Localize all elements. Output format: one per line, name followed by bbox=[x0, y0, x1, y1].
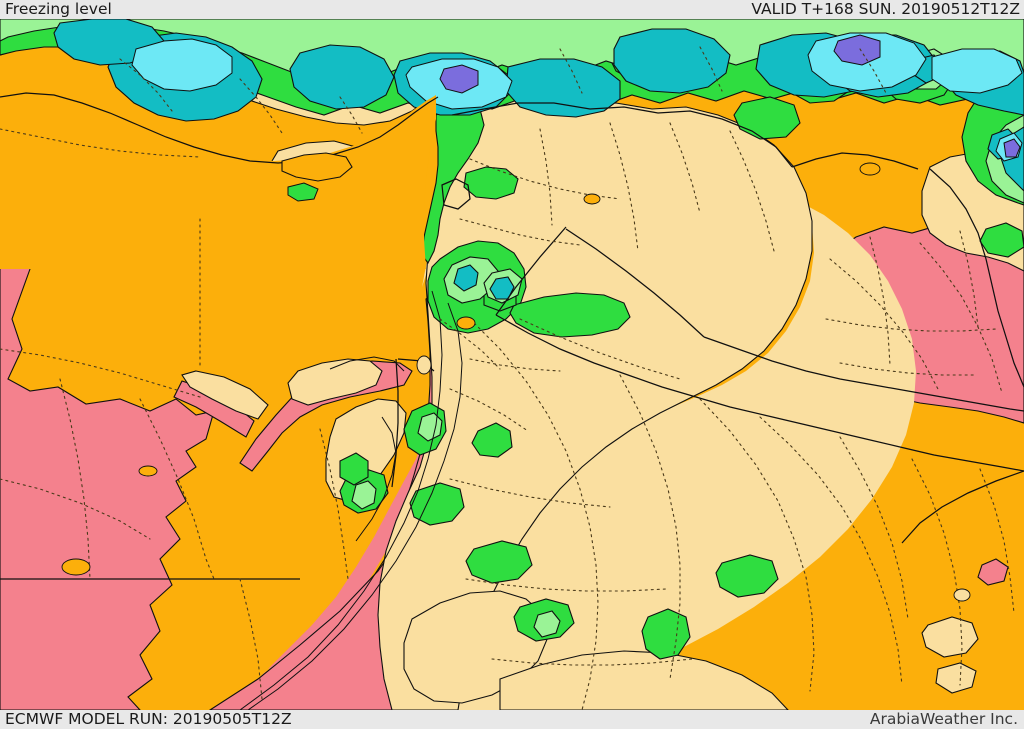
model-run-label: ECMWF MODEL RUN: 20190505T12Z bbox=[5, 710, 292, 728]
contour-map-svg bbox=[0, 19, 1024, 710]
map-footer-bar: ECMWF MODEL RUN: 20190505T12Z ArabiaWeat… bbox=[0, 710, 1024, 729]
sea-outline-group bbox=[239, 290, 463, 710]
valid-time-label: VALID T+168 SUN. 20190512T12Z bbox=[751, 0, 1020, 18]
sea-overlay-group bbox=[0, 91, 439, 269]
province-borders bbox=[0, 46, 1015, 710]
map-header-bar: Freezing level VALID T+168 SUN. 20190512… bbox=[0, 0, 1024, 19]
contour-specks bbox=[61, 162, 971, 602]
provider-credit: ArabiaWeather Inc. bbox=[869, 710, 1018, 728]
cyprus-island bbox=[281, 152, 353, 202]
page-title: Freezing level bbox=[5, 0, 112, 18]
forecast-map[interactable] bbox=[0, 19, 1024, 710]
country-borders bbox=[0, 102, 1024, 580]
band-violet-group bbox=[439, 34, 1021, 158]
